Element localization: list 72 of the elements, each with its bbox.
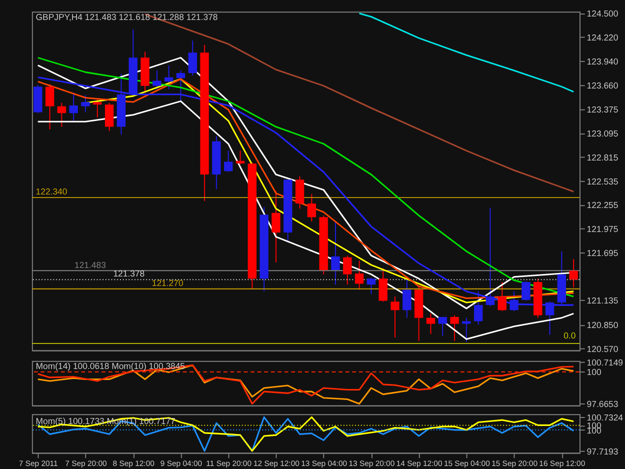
- candlestick: [474, 290, 483, 326]
- y-tick-label: 100.7149: [586, 357, 624, 368]
- x-tick-label: 8 Sep 12:00: [112, 458, 154, 468]
- candlestick: [272, 190, 280, 263]
- x-tick-label: 15 Sep 20:00: [492, 458, 538, 468]
- y-tick-label: 97.7193: [586, 446, 618, 456]
- candlestick: [366, 277, 376, 294]
- candlestick: [188, 40, 197, 76]
- candlestick: [104, 102, 114, 132]
- x-tick-label: 7 Sep 2011: [18, 458, 58, 468]
- candlestick: [462, 317, 471, 342]
- candlestick: [152, 70, 162, 90]
- candlestick: [57, 102, 66, 128]
- candlestick: [390, 296, 400, 338]
- x-tick-label: 12 Sep 12:00: [253, 458, 300, 468]
- x-tick-label: 13 Sep 04:00: [301, 458, 348, 468]
- annotation: 0.0: [564, 330, 576, 341]
- candlestick: [236, 150, 245, 165]
- candlestick: [354, 260, 364, 290]
- candlestick: [164, 64, 174, 90]
- candlestick: [81, 94, 90, 113]
- candlestick: [45, 84, 54, 130]
- y-tick-label: 120.570: [586, 344, 618, 354]
- candlestick: [498, 282, 507, 312]
- candlestick: [438, 316, 447, 336]
- y-tick-label: 124.220: [586, 32, 618, 43]
- candlestick: [545, 301, 554, 336]
- candlestick: [486, 207, 495, 306]
- chart-title: Mom(14) 100.0618 Mom(10) 100.3845: [36, 360, 186, 371]
- candlestick: [93, 98, 102, 118]
- ref-line-label: 121.270: [152, 278, 184, 288]
- x-tick-label: 7 Sep 20:00: [65, 458, 107, 468]
- candlestick: [522, 280, 530, 302]
- candlestick: [307, 194, 316, 222]
- y-tick-label: 100.7324: [586, 412, 624, 422]
- x-tick-label: 13 Sep 20:00: [348, 458, 395, 468]
- y-tick-label: 123.940: [586, 56, 618, 66]
- x-tick-label: 15 Sep 04:00: [444, 458, 490, 468]
- y-tick-label: 122.255: [586, 200, 618, 210]
- x-tick-label: 16 Sep 12:00: [539, 458, 586, 468]
- ref-line-label: 122.340: [36, 186, 68, 197]
- y-tick-label: 124.500: [586, 8, 618, 19]
- chart-title: GBPJPY,H4 121.483 121.618 121.288 121.378: [36, 12, 218, 22]
- candlestick: [450, 314, 459, 342]
- y-tick-label: 123.095: [586, 128, 618, 139]
- line-series: [37, 100, 574, 340]
- x-tick-label: 11 Sep 20:00: [206, 458, 252, 468]
- candlestick: [295, 176, 304, 210]
- ref-line-label: 121.483: [74, 260, 106, 270]
- candlestick: [224, 150, 233, 172]
- y-tick-label: 120.850: [586, 320, 618, 330]
- candlestick: [69, 92, 78, 123]
- y-tick-label: 100: [586, 367, 602, 378]
- x-tick-label: 14 Sep 12:00: [396, 458, 442, 468]
- candlestick: [176, 70, 186, 102]
- y-tick-label: 123.375: [586, 104, 618, 115]
- candlestick: [343, 255, 352, 286]
- x-tick-label: 9 Sep 04:00: [160, 458, 202, 468]
- y-tick-label: 121.975: [586, 224, 618, 234]
- line-series: [358, 12, 574, 93]
- candlestick: [331, 220, 340, 286]
- y-tick-label: 97.6653: [586, 399, 618, 410]
- y-tick-label: 121.135: [586, 296, 618, 306]
- candlestick: [510, 290, 518, 312]
- candlestick: [569, 258, 578, 288]
- y-tick-label: 123.660: [586, 80, 618, 90]
- y-tick-label: 122.535: [586, 176, 618, 186]
- y-tick-label: 122.815: [586, 152, 618, 162]
- candlestick: [378, 268, 388, 302]
- y-tick-label: 121.695: [586, 248, 618, 258]
- ref-line-label: 121.378: [113, 268, 145, 279]
- candlestick: [426, 313, 436, 335]
